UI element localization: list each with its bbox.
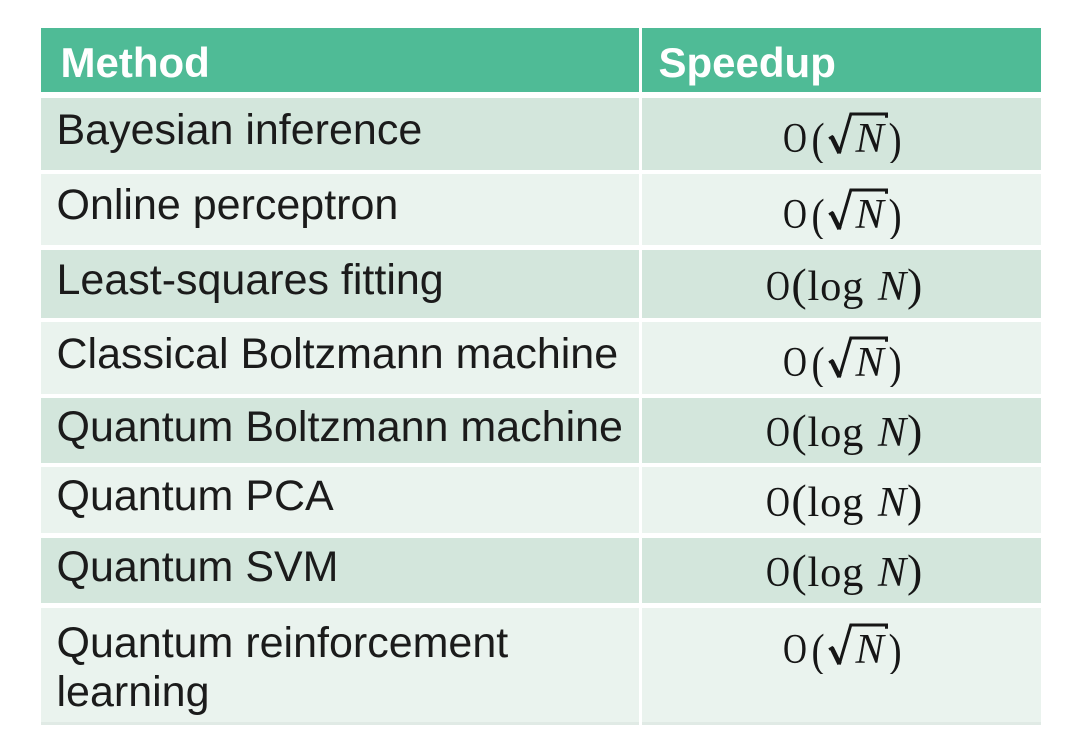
svg-text:(: ( <box>811 114 824 163</box>
svg-text:O: O <box>783 339 807 386</box>
svg-text:): ) <box>888 189 901 238</box>
svg-text:O: O <box>783 115 807 162</box>
svg-text:(: ( <box>811 624 824 673</box>
svg-text:): ) <box>888 338 901 387</box>
svg-text:N: N <box>854 191 886 238</box>
svg-text:(: ( <box>811 338 824 387</box>
svg-text:N: N <box>854 115 886 162</box>
svg-text:N: N <box>854 626 886 673</box>
svg-text:): ) <box>888 114 901 163</box>
svg-text:): ) <box>888 624 901 673</box>
svg-text:O: O <box>783 626 807 673</box>
svg-text:(: ( <box>811 189 824 238</box>
svg-text:N: N <box>854 339 886 386</box>
svg-text:O: O <box>783 191 807 238</box>
